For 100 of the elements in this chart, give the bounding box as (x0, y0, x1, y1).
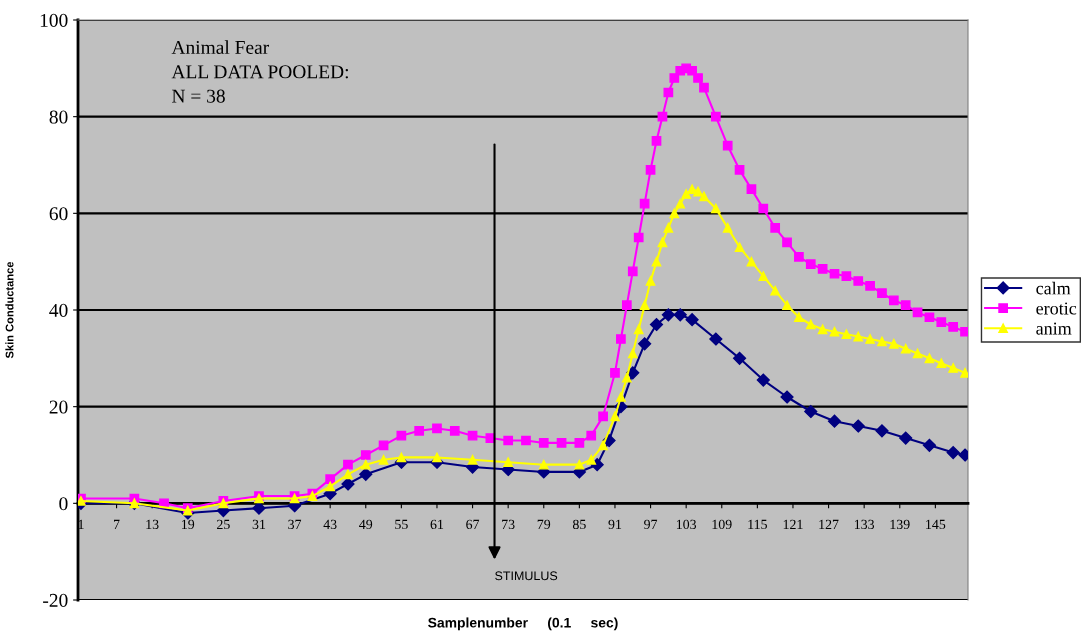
point (574, 459, 585, 470)
point (663, 222, 674, 233)
point (924, 353, 935, 364)
point (681, 189, 692, 199)
point (633, 324, 644, 335)
annotation: STIMULUS (495, 571, 558, 581)
point (503, 457, 514, 468)
x-tick-label: 103 (676, 519, 697, 530)
point (657, 237, 668, 248)
point (794, 312, 804, 323)
y-tick-label: 40 (49, 303, 68, 317)
point (780, 390, 794, 404)
point (827, 414, 842, 428)
point (685, 313, 699, 327)
x-tick-label: 73 (502, 519, 515, 530)
point (598, 440, 608, 451)
point (673, 308, 687, 322)
point (936, 358, 947, 369)
y-tick-label: 80 (49, 110, 68, 124)
point (616, 392, 626, 402)
x-tick-label: 139 (890, 519, 910, 530)
point (770, 285, 781, 296)
point (877, 336, 887, 347)
point (732, 351, 747, 365)
point (912, 348, 923, 359)
point (710, 203, 721, 214)
x-tick-label: 13 (146, 519, 159, 530)
x-tick-label: 85 (572, 519, 586, 530)
x-tick-label: 19 (182, 519, 195, 530)
point (853, 331, 864, 342)
point (746, 256, 757, 267)
x-tick-label: 1 (78, 519, 84, 529)
point (621, 372, 632, 383)
point (922, 438, 937, 452)
point (756, 373, 770, 387)
point (687, 184, 697, 195)
point (675, 198, 686, 209)
x-tick-label: 7 (114, 519, 120, 529)
point (639, 300, 650, 311)
y-tick-label: 0 (59, 497, 68, 511)
x-tick-label: 49 (359, 519, 373, 530)
point (900, 343, 911, 354)
x-tick-label: 127 (819, 519, 839, 529)
legend-label: erotic (1036, 302, 1077, 315)
point (325, 481, 336, 492)
x-tick-label: 25 (217, 519, 230, 530)
x-tick-label: 115 (748, 519, 767, 530)
point (343, 469, 353, 480)
x-tick-label: 37 (288, 519, 302, 530)
point (586, 454, 597, 465)
point (805, 319, 816, 330)
point (888, 338, 899, 349)
y-tick-label: 100 (40, 13, 68, 27)
y-tick-label: 60 (49, 207, 68, 221)
point (804, 404, 818, 419)
point (899, 431, 913, 445)
y-tick-label: -20 (43, 593, 68, 607)
point (699, 191, 709, 202)
annotation: N = 38 (172, 89, 225, 103)
point (829, 326, 840, 337)
point (538, 459, 549, 470)
x-tick-label: 79 (537, 519, 551, 530)
point (669, 208, 680, 219)
point (841, 329, 852, 340)
point (378, 454, 389, 465)
x-tick-label: 133 (854, 519, 875, 530)
point (627, 348, 638, 359)
point (645, 276, 656, 286)
x-tick-label: 61 (430, 519, 444, 530)
point (709, 332, 723, 346)
annotation: ALL DATA POOLED: (171, 65, 348, 79)
point (782, 300, 792, 311)
point (948, 363, 959, 373)
point (693, 186, 703, 197)
point (817, 324, 828, 335)
point (651, 256, 662, 267)
legend-label: calm (1036, 281, 1071, 295)
point (252, 501, 266, 515)
x-tick-label: 97 (644, 519, 658, 530)
x-tick-label: 31 (252, 519, 266, 530)
point (432, 452, 442, 463)
x-tick-label: 91 (608, 519, 622, 530)
point (722, 222, 733, 233)
x-tick-label: 121 (783, 519, 803, 529)
point (360, 459, 371, 470)
point (758, 271, 769, 282)
legend-label: anim (1036, 322, 1072, 335)
x-tick-label: 55 (395, 519, 408, 530)
y-axis-title: Skin Conductance (5, 261, 14, 359)
point (865, 334, 875, 344)
point (649, 317, 664, 332)
point (359, 467, 373, 481)
point (610, 411, 620, 422)
point (396, 452, 407, 463)
point (638, 337, 652, 351)
point (875, 424, 889, 438)
point (946, 445, 960, 460)
point (467, 454, 478, 465)
y-tick-label: 20 (49, 400, 68, 414)
annotation: Animal Fear (171, 40, 270, 54)
